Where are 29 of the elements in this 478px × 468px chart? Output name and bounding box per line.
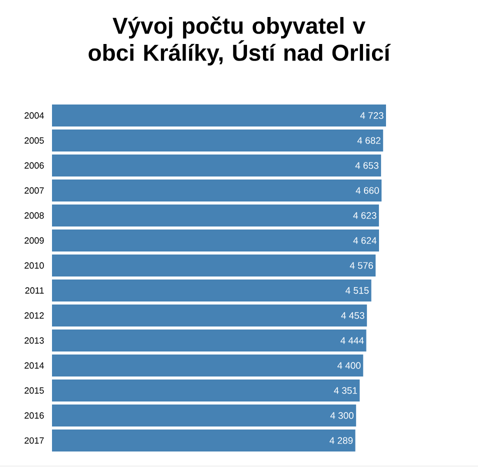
y-tick-label: 2012	[24, 312, 44, 319]
y-tick-label: 2008	[24, 212, 44, 219]
y-tick-label: 2010	[24, 262, 44, 269]
data-label: 4 351	[334, 387, 358, 394]
data-label: 4 624	[353, 237, 377, 244]
y-tick-label: 2017	[24, 437, 44, 444]
y-tick-label: 2004	[24, 112, 44, 119]
y-tick-label: 2005	[24, 137, 44, 144]
data-label: 4 289	[330, 437, 353, 444]
chart-title: Vývoj počtu obyvatel v obci Králíky, Ústí nad Orlicí	[88, 16, 391, 66]
y-tick-label: 2013	[24, 337, 44, 344]
data-label: 4 576	[350, 262, 373, 269]
data-label: 4 723	[360, 112, 384, 119]
y-tick-label: 2006	[24, 162, 44, 169]
data-label: 4 444	[340, 337, 364, 344]
y-tick-label: 2011	[25, 287, 44, 294]
data-label: 4 400	[337, 362, 361, 369]
y-tick-label: 2009	[24, 237, 44, 244]
data-label: 4 300	[330, 412, 354, 419]
data-label: 4 653	[355, 162, 378, 169]
y-tick-label: 2016	[24, 412, 44, 419]
y-tick-label: 2015	[24, 387, 44, 394]
data-label: 4 682	[357, 137, 380, 144]
data-label: 4 453	[341, 312, 364, 319]
data-label: 4 515	[346, 287, 369, 294]
data-label: 4 623	[353, 212, 376, 219]
data-label: 4 660	[356, 187, 379, 194]
y-tick-label: 2007	[24, 187, 44, 194]
y-tick-label: 2014	[24, 362, 44, 369]
